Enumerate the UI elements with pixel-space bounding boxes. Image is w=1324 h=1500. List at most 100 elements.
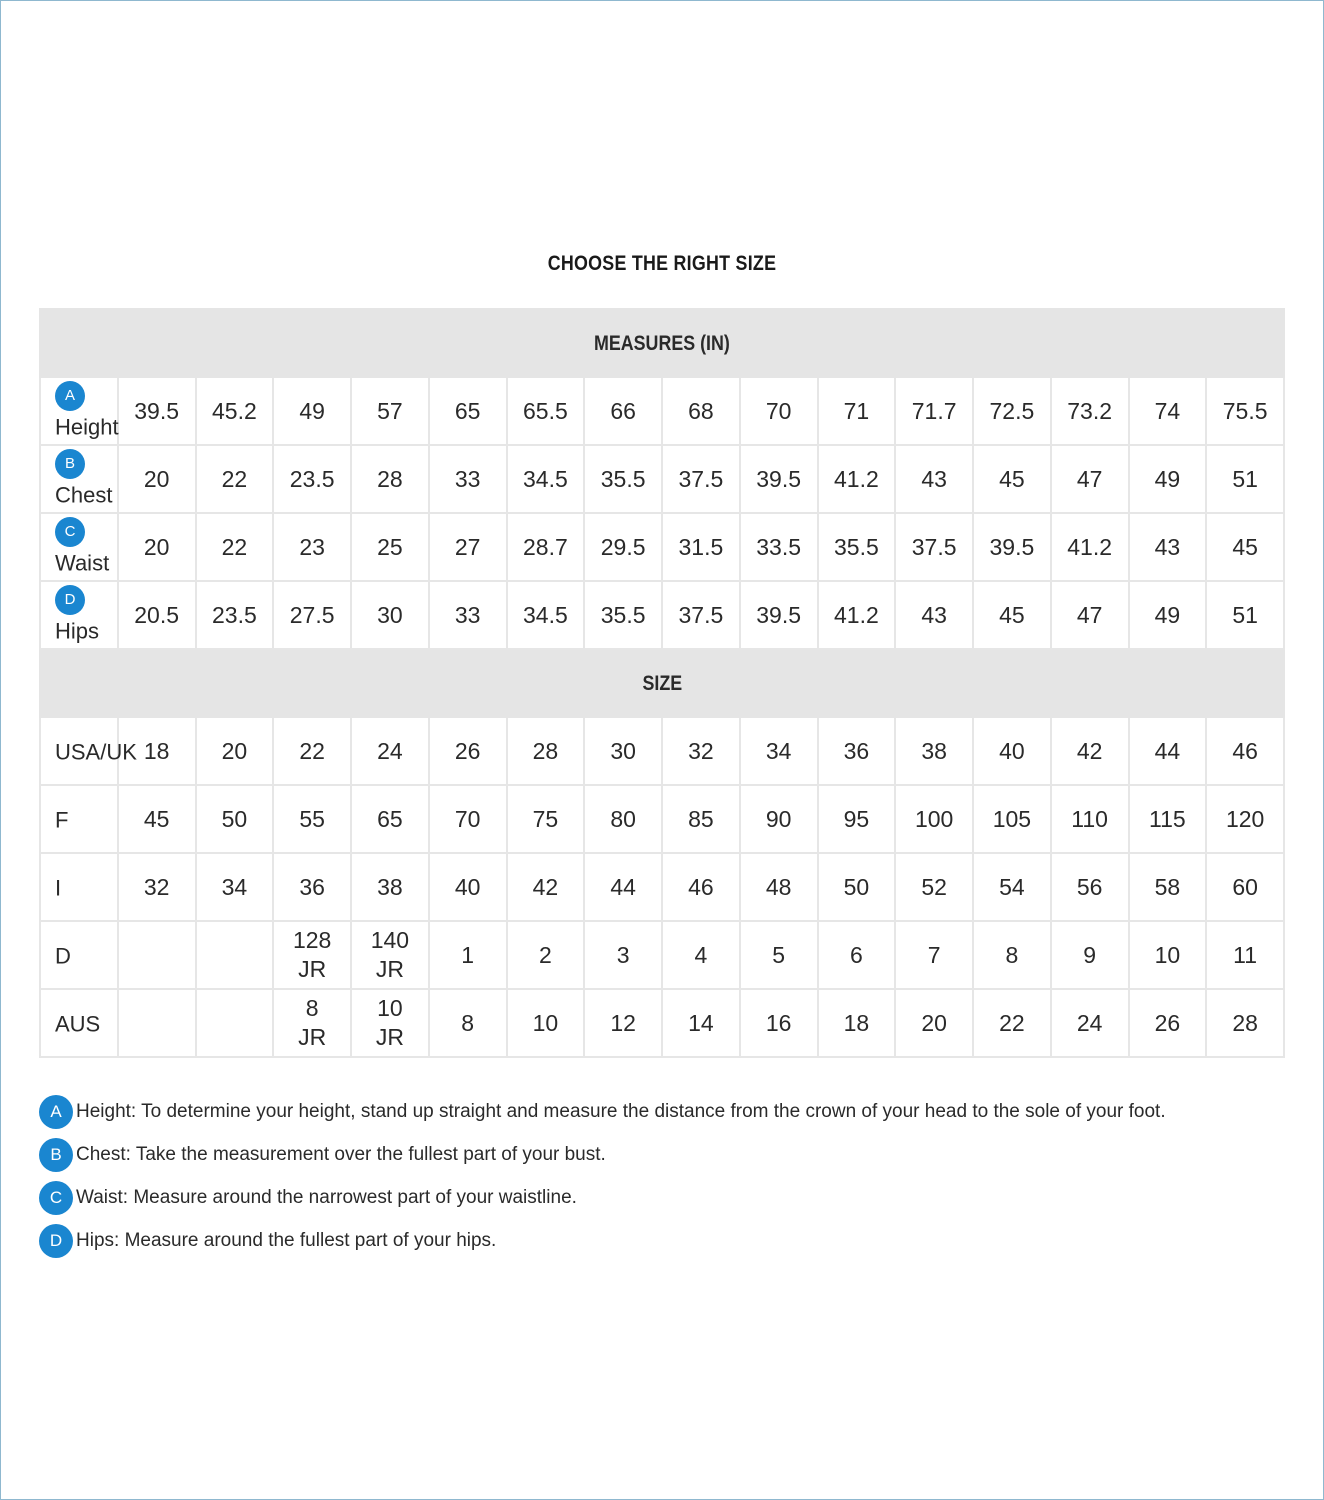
note-item: B Chest: Take the measurement over the fu… [39, 1133, 1166, 1176]
table-cell: 37.5 [661, 444, 741, 514]
size-row: D 128 JR 140 JR 1 2 3 4 5 6 7 8 9 10 11 [39, 920, 1285, 990]
table-cell: 44 [583, 852, 663, 922]
badge-b-icon: B [55, 449, 85, 480]
table-cell: 22 [194, 444, 275, 514]
table-cell: 20 [194, 716, 275, 786]
table-cell: 9 [1049, 920, 1130, 990]
measurement-notes: A Height: To determine your height, stand… [39, 1090, 1166, 1262]
size-row: I 32 34 36 38 40 42 44 46 48 50 52 54 56 58 60 [39, 852, 1285, 922]
row-label: BChest [39, 444, 119, 514]
table-cell: 46 [661, 852, 741, 922]
table-cell: 8 [972, 920, 1052, 990]
table-cell: 115 [1127, 784, 1208, 854]
table-cell: 49 [1127, 444, 1208, 514]
table-cell: 35.5 [583, 444, 663, 514]
table-cell: 22 [194, 512, 275, 582]
table-cell: 38 [894, 716, 974, 786]
note-item: C Waist: Measure around the narrowest par… [39, 1176, 1166, 1219]
row-label-text: Waist [55, 550, 110, 576]
table-cell: 23.5 [194, 580, 275, 650]
table-cell: 37.5 [661, 580, 741, 650]
table-cell: 27 [427, 512, 508, 582]
row-label-text: D [55, 943, 71, 969]
table-cell: 57 [350, 376, 430, 446]
table-cell [116, 988, 197, 1058]
table-cell: 28 [505, 716, 586, 786]
table-cell: 18 [816, 988, 897, 1058]
table-cell: 34 [194, 852, 275, 922]
table-cell: 6 [816, 920, 897, 990]
size-row: F 45 50 55 65 70 75 80 85 90 95 100 105 110 115 120 [39, 784, 1285, 854]
badge-c-icon: C [55, 517, 85, 548]
table-cell: 48 [738, 852, 819, 922]
table-cell: 30 [350, 580, 430, 650]
note-text: Waist: Measure around the narrowest part… [76, 1186, 577, 1208]
table-cell: 1 [427, 920, 508, 990]
table-cell: 23 [272, 512, 352, 582]
badge-a-icon: A [39, 1094, 73, 1129]
row-label: AUS [39, 988, 119, 1058]
measures-header-row: MEASURES (IN) [39, 308, 1285, 378]
table-cell [194, 988, 275, 1058]
table-cell: 45 [116, 784, 197, 854]
table-cell: 72.5 [972, 376, 1052, 446]
table-cell: 40 [427, 852, 508, 922]
table-cell: 20 [116, 512, 197, 582]
table-cell: 39.5 [738, 580, 819, 650]
row-label-text: Chest [55, 482, 113, 508]
table-cell [116, 920, 197, 990]
table-cell: 11 [1205, 920, 1285, 990]
table-cell: 66 [583, 376, 663, 446]
table-cell: 65 [427, 376, 508, 446]
table-cell: 30 [583, 716, 663, 786]
table-cell: 50 [194, 784, 275, 854]
table-cell: 28 [350, 444, 430, 514]
page-title: CHOOSE THE RIGHT SIZE [547, 252, 777, 275]
row-label-text: Hips [55, 618, 100, 644]
table-cell: 68 [661, 376, 741, 446]
table-cell: 80 [583, 784, 663, 854]
table-cell: 47 [1049, 444, 1130, 514]
row-label-text: USA/UK [55, 739, 137, 765]
table-cell: 49 [1127, 580, 1208, 650]
table-cell: 28 [1205, 988, 1285, 1058]
table-cell: 10 [1127, 920, 1208, 990]
table-cell: 34 [738, 716, 819, 786]
size-header: SIZE [642, 671, 682, 695]
table-cell: 49 [272, 376, 352, 446]
table-cell: 34.5 [505, 444, 586, 514]
table-cell: 46 [1205, 716, 1285, 786]
badge-d-icon: D [55, 585, 85, 616]
table-cell: 58 [1127, 852, 1208, 922]
table-cell: 34.5 [505, 580, 586, 650]
table-cell: 32 [661, 716, 741, 786]
row-label-text: Height [55, 414, 119, 440]
size-chart-table: MEASURES (IN) AHeight 39.5 45.2 49 57 65 65.5 66… [39, 308, 1285, 1058]
table-cell: 56 [1049, 852, 1130, 922]
table-cell: 7 [894, 920, 974, 990]
measures-row: DHips 20.5 23.5 27.5 30 33 34.5 35.5 37.5 39.5 41.… [39, 580, 1285, 650]
table-cell: 41.2 [816, 580, 897, 650]
table-cell: 24 [1049, 988, 1130, 1058]
table-cell: 39.5 [972, 512, 1052, 582]
badge-d-icon: D [39, 1223, 73, 1258]
table-cell: 33 [427, 444, 508, 514]
table-cell: 27.5 [272, 580, 352, 650]
table-cell: 35.5 [816, 512, 897, 582]
table-cell: 23.5 [272, 444, 352, 514]
row-label: F [39, 784, 119, 854]
table-cell: 39.5 [738, 444, 819, 514]
table-cell: 28.7 [505, 512, 586, 582]
table-cell: 38 [350, 852, 430, 922]
table-cell: 18 [116, 716, 197, 786]
row-label: USA/UK [39, 716, 137, 786]
table-cell: 33.5 [738, 512, 819, 582]
table-cell: 43 [894, 580, 974, 650]
table-cell: 100 [894, 784, 974, 854]
table-cell: 42 [505, 852, 586, 922]
table-cell: 32 [116, 852, 197, 922]
table-cell: 25 [350, 512, 430, 582]
row-label: DHips [39, 580, 119, 650]
row-label-text: F [55, 807, 69, 833]
table-cell: 31.5 [661, 512, 741, 582]
